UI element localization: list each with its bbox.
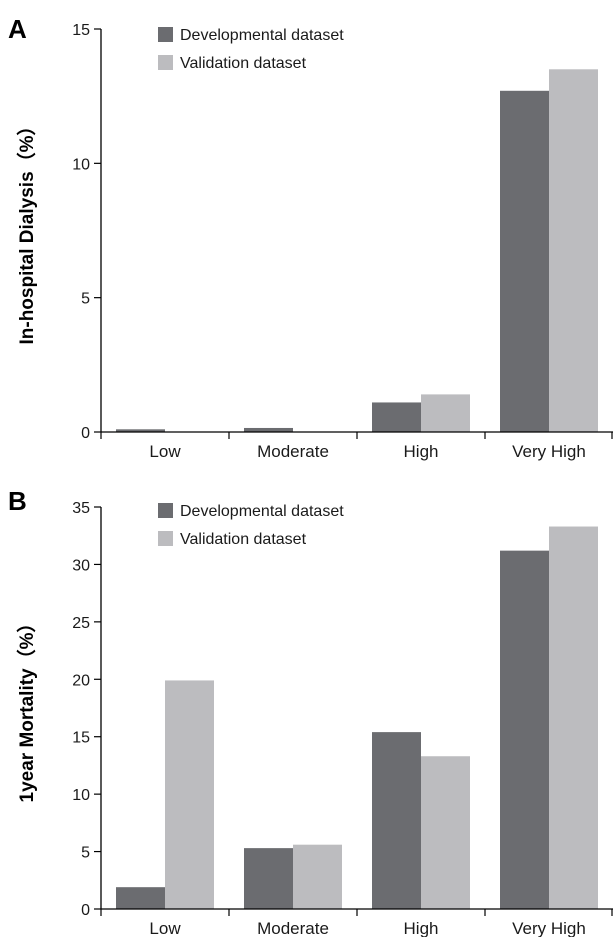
panel-b-y-tick-label: 30 bbox=[72, 557, 90, 574]
panel-a-bar-validation-very-high bbox=[549, 69, 598, 433]
panel-a-x-tick-label: Moderate bbox=[257, 442, 329, 461]
panel-a-legend-swatch bbox=[158, 27, 173, 42]
panel-b-letter: B bbox=[8, 486, 27, 516]
panel-a-bar-developmental-low bbox=[116, 429, 165, 432]
panel-b-legend-swatch bbox=[158, 503, 173, 518]
panel-b-legend-label: Developmental dataset bbox=[180, 503, 344, 520]
panel-a-y-tick-label: 0 bbox=[81, 425, 90, 442]
panel-a-legend-label: Developmental dataset bbox=[180, 27, 344, 44]
panel-a-bar-developmental-high bbox=[372, 402, 421, 432]
panel-b-y-tick-label: 10 bbox=[72, 787, 90, 804]
panel-b-y-tick-label: 15 bbox=[72, 730, 90, 747]
panel-b-bar-validation-very-high bbox=[549, 526, 598, 909]
panel-a-x-tick-label: High bbox=[404, 442, 439, 461]
panel-b-bar-developmental-low bbox=[116, 887, 165, 909]
panel-a-bar-developmental-moderate bbox=[244, 427, 293, 432]
panel-a-legend-label: Validation dataset bbox=[180, 55, 307, 72]
panel-a-y-tick-label: 10 bbox=[72, 156, 90, 173]
panel-b-bar-developmental-high bbox=[372, 732, 421, 909]
panel-b-legend-label: Validation dataset bbox=[180, 531, 307, 548]
panel-a-bar-developmental-very-high bbox=[500, 90, 549, 432]
panel-b-y-axis-label: 1year Mortality（%） bbox=[15, 613, 38, 802]
panel-b-x-tick-label: Very High bbox=[512, 919, 586, 937]
panel-a-bar-validation-high bbox=[421, 394, 470, 432]
panel-b-y-tick-label: 25 bbox=[72, 615, 90, 632]
panel-b-bar-validation-high bbox=[421, 756, 470, 909]
panel-a-y-axis-label: In-hospital Dialysis（%） bbox=[15, 116, 38, 344]
panel-b-legend-swatch bbox=[158, 531, 173, 546]
panel-a-legend-swatch bbox=[158, 55, 173, 70]
panel-b-x-tick-label: Moderate bbox=[257, 919, 329, 937]
panel-b-y-tick-label: 5 bbox=[81, 845, 90, 862]
panel-b-bar-validation-moderate bbox=[293, 844, 342, 909]
panel-b-y-tick-label: 20 bbox=[72, 672, 90, 689]
panel-b-x-tick-label: Low bbox=[149, 919, 181, 937]
panel-b-x-tick-label: High bbox=[404, 919, 439, 937]
panel-a-x-tick-label: Very High bbox=[512, 442, 586, 461]
panel-a-y-tick-label: 15 bbox=[72, 22, 90, 39]
panel-a-x-tick-label: Low bbox=[149, 442, 181, 461]
panel-a-y-tick-label: 5 bbox=[81, 291, 90, 308]
panel-b-bar-developmental-very-high bbox=[500, 550, 549, 909]
panel-b-bar-developmental-moderate bbox=[244, 848, 293, 909]
panel-b-y-tick-label: 35 bbox=[72, 500, 90, 517]
panel-b-bar-validation-low bbox=[165, 680, 214, 909]
panel-a-letter: A bbox=[8, 14, 27, 44]
panel-b-y-tick-label: 0 bbox=[81, 902, 90, 919]
